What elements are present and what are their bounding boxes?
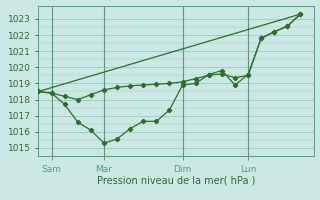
- X-axis label: Pression niveau de la mer( hPa ): Pression niveau de la mer( hPa ): [97, 175, 255, 185]
